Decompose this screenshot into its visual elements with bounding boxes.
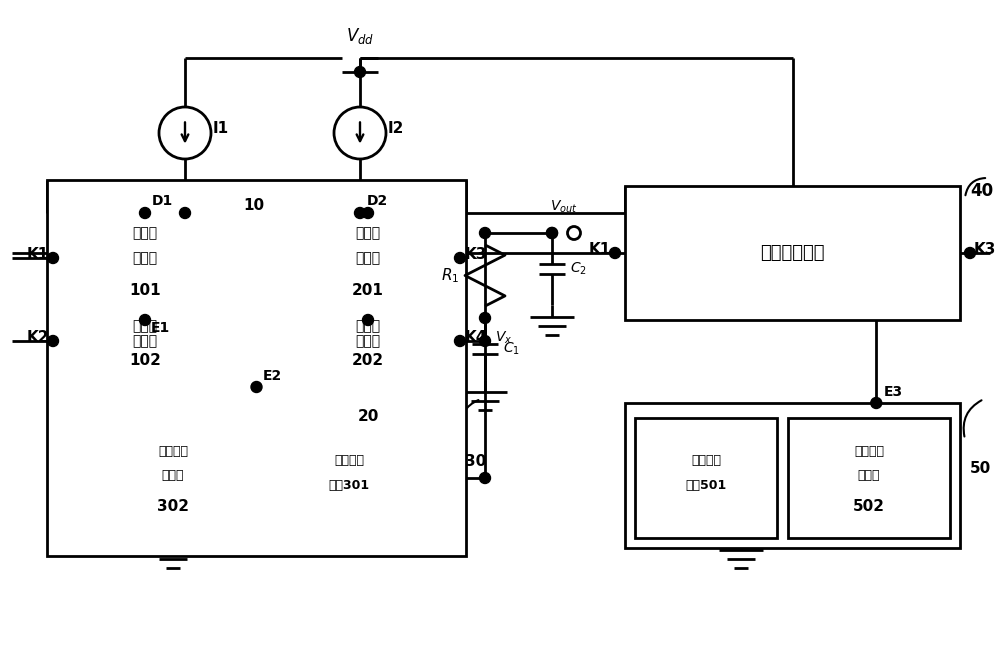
Circle shape xyxy=(479,313,490,323)
Text: 制模块: 制模块 xyxy=(355,251,381,265)
Text: K3: K3 xyxy=(974,242,996,257)
Text: 制模块: 制模块 xyxy=(132,334,158,348)
Bar xyxy=(278,186,458,386)
Circle shape xyxy=(454,253,466,263)
Circle shape xyxy=(362,208,374,218)
Bar xyxy=(635,418,777,538)
Text: K3: K3 xyxy=(465,246,487,261)
Circle shape xyxy=(479,335,490,347)
Text: 第一控: 第一控 xyxy=(132,226,158,240)
Text: 40: 40 xyxy=(970,182,993,200)
Circle shape xyxy=(354,67,366,77)
Text: 302: 302 xyxy=(157,499,189,514)
Text: $C_2$: $C_2$ xyxy=(570,261,587,277)
Text: 201: 201 xyxy=(352,283,384,298)
Text: K2: K2 xyxy=(26,329,49,345)
Bar xyxy=(55,186,235,386)
Circle shape xyxy=(454,335,466,347)
Bar xyxy=(92,403,457,548)
Text: 第一钳位: 第一钳位 xyxy=(334,454,364,466)
Text: 502: 502 xyxy=(853,499,885,514)
Text: K1: K1 xyxy=(589,242,611,257)
Circle shape xyxy=(610,248,620,259)
Bar xyxy=(102,418,244,538)
Circle shape xyxy=(546,228,558,238)
Text: 第二钳位: 第二钳位 xyxy=(691,454,721,466)
Circle shape xyxy=(48,335,58,347)
Text: 202: 202 xyxy=(352,353,384,368)
Circle shape xyxy=(180,208,190,218)
Circle shape xyxy=(354,208,366,218)
Circle shape xyxy=(567,226,580,240)
Circle shape xyxy=(546,228,558,238)
Text: 源模块: 源模块 xyxy=(858,469,880,482)
Bar xyxy=(254,418,444,538)
Circle shape xyxy=(871,397,882,409)
Text: 第二电流: 第二电流 xyxy=(854,445,884,458)
Circle shape xyxy=(362,315,374,325)
Text: D1: D1 xyxy=(152,194,173,208)
Text: 101: 101 xyxy=(129,283,161,298)
Text: D2: D2 xyxy=(367,194,388,208)
Bar xyxy=(47,180,466,556)
Text: K4: K4 xyxy=(465,329,487,345)
Circle shape xyxy=(140,208,150,218)
Text: 第四控: 第四控 xyxy=(355,319,381,333)
Text: $V_{out}$: $V_{out}$ xyxy=(550,198,578,215)
Text: 第一电流: 第一电流 xyxy=(158,445,188,458)
Text: I1: I1 xyxy=(213,120,229,136)
Circle shape xyxy=(140,315,150,325)
Text: 50: 50 xyxy=(970,461,991,476)
Circle shape xyxy=(48,253,58,263)
Bar xyxy=(788,418,950,538)
Bar xyxy=(63,196,227,320)
Circle shape xyxy=(964,248,976,259)
Text: $C_1$: $C_1$ xyxy=(503,341,520,357)
Bar xyxy=(625,186,960,320)
Text: 102: 102 xyxy=(129,353,161,368)
Text: $V_x$: $V_x$ xyxy=(495,330,512,347)
Circle shape xyxy=(479,228,490,238)
Text: $V_{dd}$: $V_{dd}$ xyxy=(346,26,374,46)
Text: 30: 30 xyxy=(465,454,486,468)
Text: 模块501: 模块501 xyxy=(685,479,727,492)
Text: 第三控制电路: 第三控制电路 xyxy=(760,244,825,262)
Text: $R_1$: $R_1$ xyxy=(441,266,459,285)
Text: 第二控: 第二控 xyxy=(132,319,158,333)
Bar xyxy=(286,304,450,378)
Text: 20: 20 xyxy=(357,409,379,424)
Text: 源模块: 源模块 xyxy=(162,469,184,482)
Text: 制模块: 制模块 xyxy=(355,334,381,348)
Text: E3: E3 xyxy=(884,385,903,399)
Text: E2: E2 xyxy=(262,369,282,383)
Text: 制模块: 制模块 xyxy=(132,251,158,265)
Bar xyxy=(625,403,960,548)
Text: I2: I2 xyxy=(388,120,404,136)
Text: 第三控: 第三控 xyxy=(355,226,381,240)
Text: 模块301: 模块301 xyxy=(328,479,370,492)
Circle shape xyxy=(479,472,490,484)
Circle shape xyxy=(251,381,262,393)
Text: E1: E1 xyxy=(151,321,170,335)
Bar xyxy=(63,304,227,378)
Text: K1: K1 xyxy=(27,246,49,261)
Bar xyxy=(286,196,450,320)
Text: 10: 10 xyxy=(243,198,264,213)
